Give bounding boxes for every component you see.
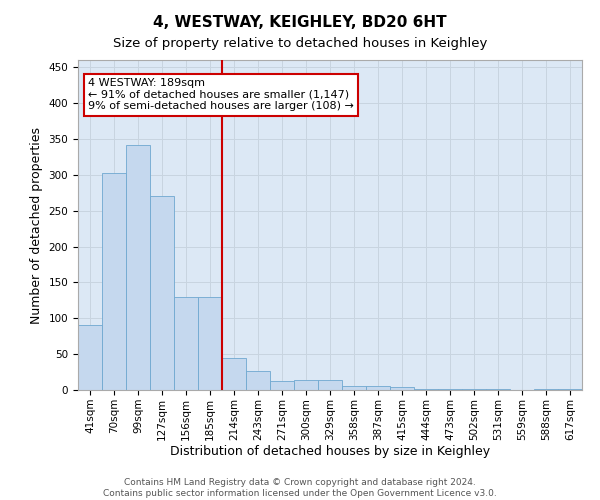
Text: 4, WESTWAY, KEIGHLEY, BD20 6HT: 4, WESTWAY, KEIGHLEY, BD20 6HT [153, 15, 447, 30]
Text: Contains HM Land Registry data © Crown copyright and database right 2024.
Contai: Contains HM Land Registry data © Crown c… [103, 478, 497, 498]
Bar [222, 358, 246, 390]
Bar [150, 196, 174, 390]
Bar [246, 370, 270, 390]
Bar [366, 386, 390, 390]
Text: 4 WESTWAY: 189sqm
← 91% of detached houses are smaller (1,147)
9% of semi-detach: 4 WESTWAY: 189sqm ← 91% of detached hous… [88, 78, 354, 112]
Bar [102, 174, 126, 390]
Bar [294, 380, 318, 390]
Bar [318, 380, 342, 390]
X-axis label: Distribution of detached houses by size in Keighley: Distribution of detached houses by size … [170, 446, 490, 458]
Text: Size of property relative to detached houses in Keighley: Size of property relative to detached ho… [113, 38, 487, 51]
Bar [174, 296, 198, 390]
Bar [342, 386, 366, 390]
Y-axis label: Number of detached properties: Number of detached properties [30, 126, 43, 324]
Bar [78, 326, 102, 390]
Bar [198, 296, 222, 390]
Bar [270, 380, 294, 390]
Bar [390, 387, 414, 390]
Bar [414, 388, 438, 390]
Bar [126, 146, 150, 390]
